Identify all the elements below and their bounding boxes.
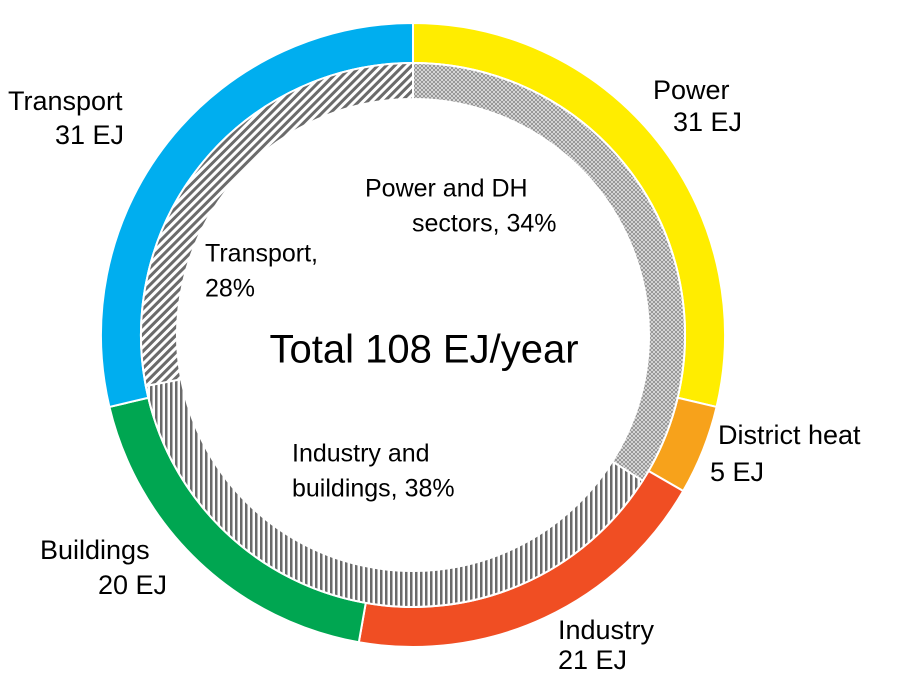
inner-label: sectors, 34% — [412, 210, 557, 238]
inner-segment — [140, 61, 414, 388]
inner-label: 28% — [205, 275, 255, 303]
inner-label: Transport, — [205, 240, 318, 268]
center-label: Total 108 EJ/year — [269, 328, 578, 372]
inner-label: buildings, 38% — [292, 475, 455, 503]
segment-label: Transport — [8, 86, 123, 116]
value-label: 31 EJ — [673, 107, 742, 137]
segment-label: Buildings — [40, 535, 150, 565]
value-label: 31 EJ — [55, 120, 124, 150]
segment-label: Industry — [558, 615, 655, 645]
value-label: 21 EJ — [558, 645, 627, 675]
inner-label: Industry and — [292, 440, 430, 468]
value-label: 20 EJ — [98, 570, 167, 600]
segment-label: Power — [653, 75, 730, 105]
inner-label: Power and DH — [365, 175, 528, 203]
segment-label: District heat — [718, 420, 861, 450]
value-label: 5 EJ — [710, 457, 764, 487]
